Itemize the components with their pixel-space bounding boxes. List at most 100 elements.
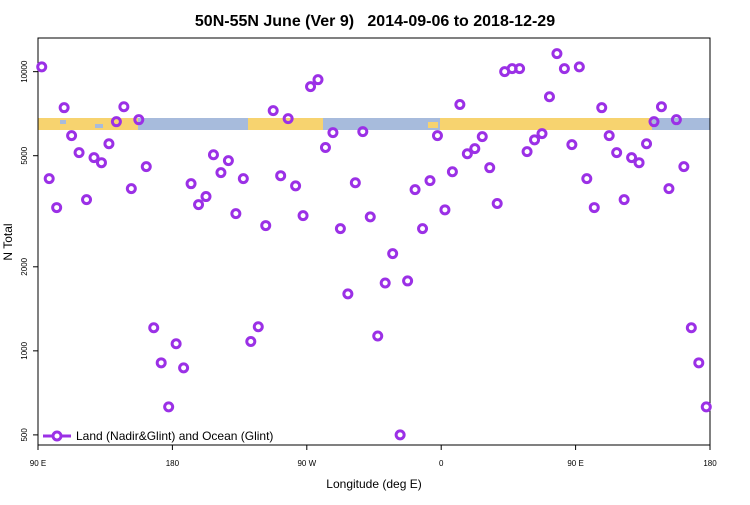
point bbox=[387, 248, 399, 260]
point bbox=[543, 91, 555, 103]
point bbox=[603, 130, 615, 142]
point bbox=[155, 357, 167, 369]
chart-title: 50N-55N June (Ver 9) 2014-09-06 to 2018-… bbox=[195, 13, 555, 30]
legend-marker bbox=[51, 430, 63, 442]
point bbox=[133, 114, 145, 126]
x-axis-label: Longitude (deg E) bbox=[326, 477, 421, 491]
x-tick-label: 90 E bbox=[30, 459, 46, 468]
point bbox=[215, 167, 227, 179]
point bbox=[446, 166, 458, 178]
point bbox=[342, 288, 354, 300]
point bbox=[125, 183, 137, 195]
point bbox=[282, 113, 294, 125]
point bbox=[409, 184, 421, 196]
point bbox=[43, 173, 55, 185]
point bbox=[305, 81, 317, 93]
point bbox=[678, 161, 690, 173]
point bbox=[588, 202, 600, 214]
point bbox=[297, 210, 309, 222]
legend-label: Land (Nadir&Glint) and Ocean (Glint) bbox=[76, 429, 273, 443]
point bbox=[260, 220, 272, 232]
point bbox=[514, 63, 526, 75]
point bbox=[693, 357, 705, 369]
point bbox=[461, 148, 473, 160]
point bbox=[402, 275, 414, 287]
point bbox=[245, 336, 257, 348]
x-tick-label: 180 bbox=[166, 459, 180, 468]
point bbox=[611, 147, 623, 159]
point bbox=[529, 134, 541, 146]
point bbox=[521, 146, 533, 158]
point bbox=[648, 116, 660, 128]
point bbox=[140, 161, 152, 173]
point bbox=[558, 63, 570, 75]
land-ocean-strip bbox=[38, 118, 710, 130]
point bbox=[81, 194, 93, 206]
point bbox=[222, 155, 234, 167]
point bbox=[700, 401, 712, 413]
point bbox=[424, 175, 436, 187]
point bbox=[193, 199, 205, 211]
x-tick-label: 90 E bbox=[567, 459, 583, 468]
point bbox=[633, 157, 645, 169]
point bbox=[372, 330, 384, 342]
point bbox=[394, 429, 406, 441]
point bbox=[163, 401, 175, 413]
point bbox=[491, 198, 503, 210]
point bbox=[66, 130, 78, 142]
y-tick-label: 2000 bbox=[20, 257, 29, 275]
point bbox=[536, 128, 548, 140]
point bbox=[200, 191, 212, 203]
x-tick-label: 0 bbox=[439, 459, 444, 468]
point bbox=[349, 177, 361, 189]
point bbox=[357, 126, 369, 138]
point bbox=[596, 102, 608, 114]
point bbox=[655, 101, 667, 113]
point bbox=[36, 61, 48, 73]
point bbox=[290, 180, 302, 192]
point bbox=[685, 322, 697, 334]
point bbox=[88, 152, 100, 164]
x-tick-label: 180 bbox=[703, 459, 717, 468]
x-tick-label: 90 W bbox=[297, 459, 316, 468]
point bbox=[319, 142, 331, 154]
point bbox=[484, 162, 496, 174]
point bbox=[364, 211, 376, 223]
point bbox=[170, 338, 182, 350]
point bbox=[230, 208, 242, 220]
point bbox=[327, 127, 339, 139]
point bbox=[275, 170, 287, 182]
point bbox=[110, 116, 122, 128]
point bbox=[670, 114, 682, 126]
point bbox=[185, 178, 197, 190]
plot-frame bbox=[37, 37, 711, 446]
point bbox=[51, 202, 63, 214]
point bbox=[431, 130, 443, 142]
y-tick-label: 10000 bbox=[20, 60, 29, 83]
point bbox=[312, 74, 324, 86]
point bbox=[566, 139, 578, 151]
y-tick-label: 500 bbox=[20, 428, 29, 442]
point bbox=[469, 143, 481, 155]
point bbox=[103, 138, 115, 150]
point bbox=[551, 48, 563, 60]
point bbox=[417, 223, 429, 235]
point bbox=[618, 194, 630, 206]
point bbox=[58, 102, 70, 114]
y-axis-label: N Total bbox=[1, 223, 15, 260]
point bbox=[73, 147, 85, 159]
point bbox=[454, 98, 466, 110]
point bbox=[237, 173, 249, 185]
point bbox=[663, 183, 675, 195]
point bbox=[207, 149, 219, 161]
point bbox=[178, 362, 190, 374]
point bbox=[267, 105, 279, 117]
y-tick-label: 5000 bbox=[20, 146, 29, 164]
point bbox=[439, 204, 451, 216]
point bbox=[476, 131, 488, 143]
point bbox=[573, 61, 585, 73]
y-tick-label: 1000 bbox=[20, 341, 29, 359]
point bbox=[118, 101, 130, 113]
point bbox=[252, 321, 264, 333]
